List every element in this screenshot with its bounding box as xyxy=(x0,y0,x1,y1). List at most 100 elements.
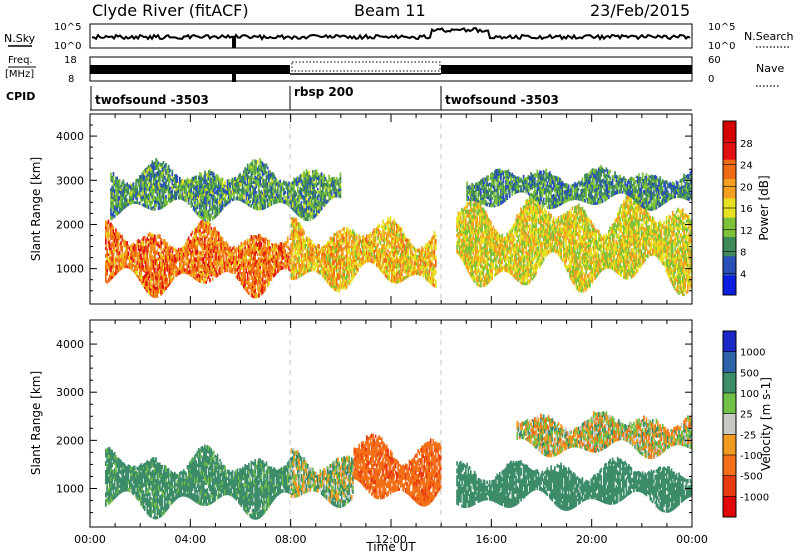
range-cell xyxy=(157,273,160,278)
range-cell xyxy=(323,274,325,279)
range-cell xyxy=(342,242,344,245)
range-cell xyxy=(300,249,303,254)
range-cell xyxy=(197,267,200,272)
range-cell xyxy=(290,263,293,267)
range-cell xyxy=(207,261,210,265)
range-cell xyxy=(335,262,338,267)
range-cell xyxy=(106,271,108,276)
range-cell xyxy=(264,254,266,259)
range-cell xyxy=(256,293,259,298)
range-cell xyxy=(426,247,428,251)
range-cell xyxy=(289,268,292,272)
range-cell xyxy=(156,234,159,239)
range-cell xyxy=(389,235,392,239)
range-cell xyxy=(156,275,159,281)
range-cell xyxy=(397,260,399,263)
range-cell xyxy=(210,271,213,275)
range-cell xyxy=(259,283,261,287)
range-cell xyxy=(307,246,309,251)
range-cell xyxy=(266,270,269,273)
range-cell xyxy=(377,234,379,237)
range-cell xyxy=(327,262,329,265)
range-cell xyxy=(197,237,200,241)
date-title: 23/Feb/2015 xyxy=(590,1,690,20)
range-cell xyxy=(259,240,261,245)
range-cell xyxy=(251,236,254,239)
range-cell xyxy=(296,233,299,237)
range-cell xyxy=(259,271,261,276)
range-cell xyxy=(159,275,161,279)
range-cell xyxy=(222,241,225,246)
nsky-panel-frame xyxy=(89,23,693,49)
range-cell xyxy=(111,244,113,248)
range-cell xyxy=(307,238,309,241)
range-cell xyxy=(141,267,144,272)
range-cell xyxy=(285,241,288,245)
range-cell xyxy=(256,262,259,267)
range-cell xyxy=(161,250,164,254)
range-cell xyxy=(230,269,233,274)
range-cell xyxy=(169,267,171,272)
range-cell xyxy=(244,249,246,254)
range-cell xyxy=(529,223,531,229)
range-cell xyxy=(200,264,203,268)
range-cell xyxy=(117,268,120,273)
range-cell xyxy=(290,246,293,250)
range-cell xyxy=(145,271,147,275)
range-cell xyxy=(335,271,338,277)
range-cell xyxy=(339,282,342,288)
range-cell xyxy=(248,286,250,289)
range-cell xyxy=(393,279,396,282)
range-cell xyxy=(271,273,274,276)
range-cell xyxy=(180,265,182,270)
range-cell xyxy=(204,226,206,230)
range-cell xyxy=(279,261,282,266)
range-cell xyxy=(189,273,191,276)
range-cell xyxy=(185,248,187,252)
range-cell xyxy=(161,241,164,245)
range-cell xyxy=(422,256,425,260)
range-cell xyxy=(433,235,436,238)
range-cell xyxy=(200,237,203,241)
range-cell xyxy=(354,272,357,276)
range-cell xyxy=(169,258,171,262)
range-cell xyxy=(146,271,149,276)
range-cell xyxy=(285,261,288,265)
range-cell xyxy=(181,246,184,251)
range-cell xyxy=(349,254,352,259)
range-cell xyxy=(424,277,427,280)
range-cell xyxy=(111,265,113,269)
range-cell xyxy=(376,229,378,234)
range-cell xyxy=(317,262,319,267)
range-cell xyxy=(404,238,407,242)
range-cell xyxy=(276,253,279,259)
range-cell xyxy=(365,234,368,239)
range-cell xyxy=(276,246,279,250)
range-cell xyxy=(332,264,334,269)
range-cell xyxy=(191,259,194,263)
range-cell xyxy=(355,256,358,261)
range-cell xyxy=(244,278,246,283)
range-cell xyxy=(115,240,117,244)
range-cell xyxy=(335,242,338,245)
range-cell xyxy=(280,254,283,258)
range-cell xyxy=(126,241,129,246)
range-cell xyxy=(105,236,107,239)
range-cell xyxy=(259,280,261,284)
range-cell xyxy=(389,220,392,224)
range-cell xyxy=(248,259,250,262)
range-cell xyxy=(151,258,154,263)
range-cell xyxy=(522,251,525,254)
range-cell xyxy=(362,235,364,239)
range-cell xyxy=(169,264,171,268)
cpid-segment-1: twofsound -3503 xyxy=(95,93,209,107)
range-cell xyxy=(170,271,172,276)
range-cell xyxy=(212,240,215,245)
range-cell xyxy=(355,233,358,237)
range-cell xyxy=(340,276,343,279)
range-cell xyxy=(105,272,107,277)
range-cell xyxy=(388,233,391,237)
range-cell xyxy=(370,258,373,263)
range-cell xyxy=(161,282,164,286)
range-cell xyxy=(250,243,253,247)
